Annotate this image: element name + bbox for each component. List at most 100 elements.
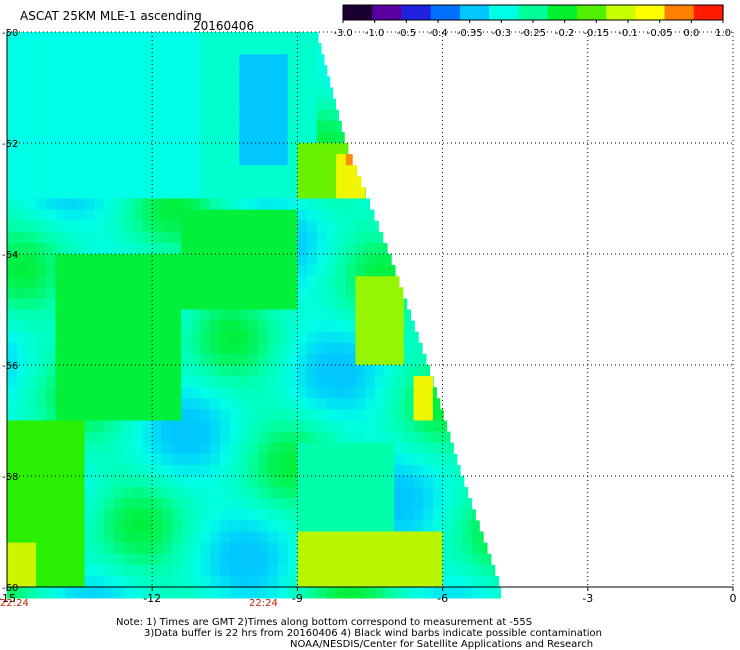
heatmap-cell	[190, 442, 201, 455]
heatmap-cell	[103, 498, 114, 510]
heatmap-cell	[113, 553, 124, 566]
heatmap-cell	[161, 587, 172, 599]
heatmap-cell	[316, 509, 327, 521]
heatmap-cell	[491, 575, 500, 588]
heatmap-cell	[113, 520, 124, 532]
heatmap-cell	[307, 320, 318, 333]
heatmap-cell	[123, 309, 134, 321]
heatmap-cell	[442, 420, 448, 432]
heatmap-cell	[442, 531, 453, 543]
heatmap-cell	[297, 320, 308, 333]
heatmap-cell	[123, 231, 134, 244]
heatmap-cell	[16, 442, 27, 455]
heatmap-cell	[210, 387, 221, 399]
heatmap-cell	[113, 109, 124, 122]
heatmap-cell	[374, 575, 385, 588]
heatmap-cell	[26, 287, 37, 299]
heatmap-cell	[336, 387, 347, 399]
heatmap-cell	[103, 54, 114, 66]
heatmap-cell	[74, 520, 85, 532]
heatmap-cell	[278, 276, 289, 288]
heatmap-cell	[123, 431, 134, 444]
heatmap-cell	[297, 220, 308, 233]
heatmap-cell	[297, 575, 308, 588]
heatmap-cell	[26, 165, 37, 177]
heatmap-cell	[336, 542, 347, 555]
heatmap-cell	[45, 43, 56, 55]
heatmap-cell	[132, 242, 143, 255]
heatmap-cell	[152, 176, 163, 188]
heatmap-cell	[123, 287, 134, 299]
heatmap-cell	[258, 331, 269, 344]
heatmap-cell	[355, 420, 366, 432]
heatmap-cell	[200, 265, 211, 277]
heatmap-cell	[258, 276, 269, 288]
heatmap-cell	[36, 409, 47, 421]
heatmap-cell	[326, 464, 337, 477]
heatmap-cell	[94, 76, 105, 88]
heatmap-cell	[326, 520, 337, 532]
heatmap-cell	[190, 298, 201, 310]
heatmap-cell	[461, 520, 473, 532]
heatmap-cell	[278, 398, 289, 410]
heatmap-cell	[26, 498, 37, 510]
heatmap-cell	[113, 198, 124, 210]
heatmap-cell	[278, 387, 289, 399]
heatmap-cell	[36, 165, 47, 177]
heatmap-cell	[161, 353, 172, 366]
heatmap-cell	[132, 176, 143, 188]
heatmap-cell	[152, 431, 163, 444]
heatmap-cell	[278, 420, 289, 432]
x-tick-label: -9	[292, 592, 303, 605]
heatmap-cell	[278, 120, 289, 133]
heatmap-cell	[171, 453, 182, 466]
heatmap-cell	[123, 542, 134, 555]
heatmap-cell	[161, 131, 172, 144]
heatmap-cell	[326, 109, 337, 122]
heatmap-cell	[403, 353, 414, 366]
heatmap-cell	[84, 331, 95, 344]
heatmap-cell	[326, 242, 337, 255]
heatmap-cell	[336, 109, 339, 122]
heatmap-cell	[181, 242, 192, 255]
heatmap-cell	[171, 98, 182, 111]
heatmap-cell	[65, 442, 76, 455]
heatmap-cell	[7, 575, 18, 588]
heatmap-cell	[249, 76, 260, 88]
heatmap-cell	[132, 309, 143, 321]
heatmap-cell	[229, 553, 240, 566]
heatmap-cell	[113, 398, 124, 410]
heatmap-cell	[326, 209, 337, 222]
heatmap-cell	[123, 176, 134, 188]
heatmap-cell	[258, 365, 269, 377]
heatmap-cell	[171, 575, 182, 588]
heatmap-cell	[7, 98, 18, 111]
heatmap-cell	[374, 220, 379, 233]
heatmap-cell	[84, 587, 95, 599]
heatmap-cell	[432, 564, 443, 577]
heatmap-cell	[316, 464, 327, 477]
heatmap-cell	[374, 309, 385, 321]
heatmap-cell	[55, 442, 66, 455]
heatmap-cell	[142, 487, 153, 499]
heatmap-cell	[345, 320, 356, 333]
heatmap-cell	[249, 209, 260, 222]
heatmap-cell	[278, 65, 289, 77]
heatmap-cell	[45, 65, 56, 77]
heatmap-cell	[239, 231, 250, 244]
heatmap-cell	[258, 187, 269, 199]
heatmap-cell	[7, 254, 18, 266]
heatmap-cell	[65, 43, 76, 55]
heatmap-cell	[229, 209, 240, 222]
heatmap-cell	[26, 342, 37, 355]
heatmap-cell	[229, 365, 240, 377]
heatmap-cell	[45, 487, 56, 499]
heatmap-cell	[84, 165, 95, 177]
heatmap-cell	[113, 365, 124, 377]
heatmap-cell	[355, 542, 366, 555]
heatmap-cell	[36, 254, 47, 266]
heatmap-cell	[423, 376, 434, 388]
heatmap-cell	[210, 154, 221, 166]
heatmap-cell	[132, 254, 143, 266]
heatmap-cell	[336, 376, 347, 388]
